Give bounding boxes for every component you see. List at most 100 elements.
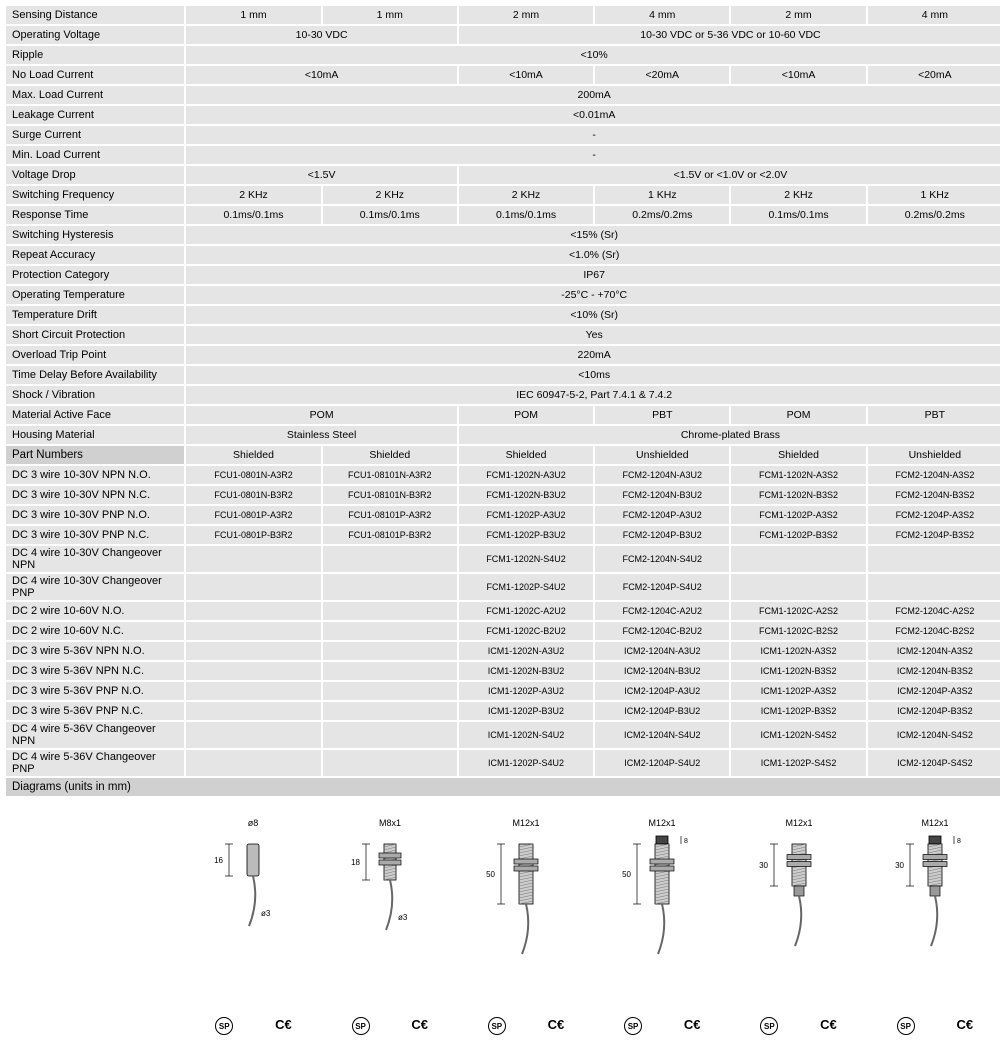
spec-label: Switching Hysteresis bbox=[5, 225, 185, 245]
part-number bbox=[185, 641, 321, 661]
part-number: FCM2-1204N-A3S2 bbox=[867, 465, 1000, 485]
spec-value: 220mA bbox=[185, 345, 1000, 365]
part-number: FCM2-1204P-S4U2 bbox=[594, 573, 730, 601]
part-type-label: DC 4 wire 10-30V Changeover NPN bbox=[5, 545, 185, 573]
spec-label: Ripple bbox=[5, 45, 185, 65]
part-type-label: DC 4 wire 5-36V Changeover PNP bbox=[5, 749, 185, 777]
part-number bbox=[322, 545, 458, 573]
svg-text:30: 30 bbox=[759, 861, 768, 870]
spec-value: IP67 bbox=[185, 265, 1000, 285]
part-type-label: DC 2 wire 10-60V N.O. bbox=[5, 601, 185, 621]
part-number bbox=[185, 721, 321, 749]
part-number: FCU1-0801N-A3R2 bbox=[185, 465, 321, 485]
csa-icon: SP bbox=[624, 1017, 642, 1035]
part-type-label: DC 3 wire 10-30V PNP N.O. bbox=[5, 505, 185, 525]
part-number: FCM1-1202N-A3U2 bbox=[458, 465, 594, 485]
spec-value: Stainless Steel bbox=[185, 425, 458, 445]
spec-value: -25°C - +70°C bbox=[185, 285, 1000, 305]
svg-text:ø3: ø3 bbox=[398, 913, 408, 922]
spec-label: Sensing Distance bbox=[5, 5, 185, 25]
cert-cell: SPC€ bbox=[322, 1011, 458, 1041]
spec-value: <10mA bbox=[458, 65, 594, 85]
part-number bbox=[322, 661, 458, 681]
part-number bbox=[322, 641, 458, 661]
part-number: ICM1-1202P-B3S2 bbox=[730, 701, 866, 721]
cert-cell: SP C€ bbox=[867, 1011, 1000, 1041]
cert-cell: SPC€ bbox=[458, 1011, 594, 1041]
spec-label: Max. Load Current bbox=[5, 85, 185, 105]
spec-value: <1.5V or <1.0V or <2.0V bbox=[458, 165, 1000, 185]
spec-label: Repeat Accuracy bbox=[5, 245, 185, 265]
part-number: ICM2-1204P-S4U2 bbox=[594, 749, 730, 777]
shield-header: Shielded bbox=[458, 445, 594, 465]
part-number bbox=[322, 681, 458, 701]
part-number: ICM1-1202N-A3S2 bbox=[730, 641, 866, 661]
part-number: FCM1-1202C-A2S2 bbox=[730, 601, 866, 621]
spec-value: Yes bbox=[185, 325, 1000, 345]
csa-icon: SP bbox=[897, 1017, 915, 1035]
spec-label: Material Active Face bbox=[5, 405, 185, 425]
part-number: FCU1-0801P-B3R2 bbox=[185, 525, 321, 545]
shield-header: Unshielded bbox=[867, 445, 1000, 465]
part-number bbox=[185, 661, 321, 681]
spec-value: 1 mm bbox=[322, 5, 458, 25]
spec-label: Protection Category bbox=[5, 265, 185, 285]
spec-value: <10ms bbox=[185, 365, 1000, 385]
ce-icon: C€ bbox=[956, 1017, 973, 1035]
svg-text:ø3: ø3 bbox=[261, 909, 271, 918]
part-number bbox=[730, 573, 866, 601]
part-number bbox=[185, 701, 321, 721]
spec-label: Housing Material bbox=[5, 425, 185, 445]
part-type-label: DC 3 wire 10-30V NPN N.O. bbox=[5, 465, 185, 485]
part-number: ICM2-1204N-A3U2 bbox=[594, 641, 730, 661]
spec-label: No Load Current bbox=[5, 65, 185, 85]
part-number: FCM2-1204P-B3U2 bbox=[594, 525, 730, 545]
shield-header: Shielded bbox=[322, 445, 458, 465]
part-type-label: DC 3 wire 5-36V NPN N.O. bbox=[5, 641, 185, 661]
part-number bbox=[185, 545, 321, 573]
svg-text:50: 50 bbox=[622, 870, 631, 879]
part-number: ICM2-1204P-A3U2 bbox=[594, 681, 730, 701]
spec-value: <10% bbox=[185, 45, 1000, 65]
section-header: Part Numbers bbox=[5, 445, 185, 465]
spec-value: <15% (Sr) bbox=[185, 225, 1000, 245]
spec-value: <1.5V bbox=[185, 165, 458, 185]
part-type-label: DC 3 wire 5-36V PNP N.O. bbox=[5, 681, 185, 701]
part-number: FCU1-0801P-A3R2 bbox=[185, 505, 321, 525]
spec-label: Short Circuit Protection bbox=[5, 325, 185, 345]
shield-header: Shielded bbox=[185, 445, 321, 465]
part-type-label: DC 3 wire 10-30V NPN N.C. bbox=[5, 485, 185, 505]
spec-label: Surge Current bbox=[5, 125, 185, 145]
part-number: FCM2-1204C-A2U2 bbox=[594, 601, 730, 621]
spec-value: <20mA bbox=[867, 65, 1000, 85]
spec-value: 2 KHz bbox=[185, 185, 321, 205]
part-number: FCM1-1202P-A3U2 bbox=[458, 505, 594, 525]
part-number: FCM1-1202P-B3U2 bbox=[458, 525, 594, 545]
spec-value: 1 mm bbox=[185, 5, 321, 25]
spec-value: <1.0% (Sr) bbox=[185, 245, 1000, 265]
spec-value: 0.1ms/0.1ms bbox=[322, 205, 458, 225]
spec-label: Operating Temperature bbox=[5, 285, 185, 305]
spec-label: Overload Trip Point bbox=[5, 345, 185, 365]
cert-spacer bbox=[5, 1011, 185, 1041]
part-number: ICM1-1202N-A3U2 bbox=[458, 641, 594, 661]
part-number: FCM2-1204P-A3S2 bbox=[867, 505, 1000, 525]
ce-icon: C€ bbox=[411, 1017, 428, 1035]
spec-value: - bbox=[185, 125, 1000, 145]
part-number: ICM2-1204N-S4S2 bbox=[867, 721, 1000, 749]
ce-icon: C€ bbox=[275, 1017, 292, 1035]
part-number: ICM1-1202P-B3U2 bbox=[458, 701, 594, 721]
part-number: FCM2-1204C-B2S2 bbox=[867, 621, 1000, 641]
part-number: ICM2-1204N-A3S2 bbox=[867, 641, 1000, 661]
part-number bbox=[185, 601, 321, 621]
cert-cell: SPC€ bbox=[594, 1011, 730, 1041]
csa-icon: SP bbox=[760, 1017, 778, 1035]
spec-value: <10% (Sr) bbox=[185, 305, 1000, 325]
part-number: FCM2-1204C-A2S2 bbox=[867, 601, 1000, 621]
part-number bbox=[730, 545, 866, 573]
spec-value: 2 mm bbox=[730, 5, 866, 25]
svg-text:16: 16 bbox=[215, 856, 224, 865]
part-number: ICM1-1202N-S4U2 bbox=[458, 721, 594, 749]
spec-label: Shock / Vibration bbox=[5, 385, 185, 405]
sensor-diagram: M12x130 bbox=[730, 797, 866, 1011]
